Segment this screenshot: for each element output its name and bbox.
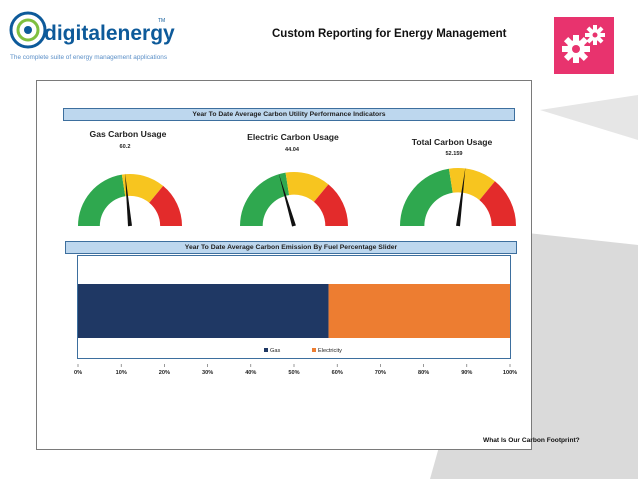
axis-tick-label: 80% bbox=[418, 370, 429, 376]
axis-tick-label: 30% bbox=[202, 370, 213, 376]
kpi-section-title: Year To Date Average Carbon Utility Perf… bbox=[63, 108, 515, 121]
slider-section-title: Year To Date Average Carbon Emission By … bbox=[65, 241, 517, 254]
gauge-needle bbox=[278, 173, 296, 227]
bar-segment-gas bbox=[78, 284, 329, 338]
gauge-band-yellow bbox=[448, 168, 495, 201]
gauge-band-red bbox=[479, 181, 516, 226]
legend-label-gas: Gas bbox=[270, 348, 280, 354]
axis-tick-label: 70% bbox=[375, 370, 386, 376]
gauge-band-green bbox=[78, 174, 126, 226]
axis-tick-label: 20% bbox=[159, 370, 170, 376]
logo-mark-icon: digitalenergy TM bbox=[9, 11, 175, 49]
gauge-band-yellow bbox=[285, 172, 329, 202]
axis-tick-label: 40% bbox=[245, 370, 256, 376]
gauge-band-red bbox=[149, 185, 182, 226]
legend-label-electricity: Electricity bbox=[318, 348, 342, 354]
gauge-gas bbox=[78, 173, 182, 227]
axis-tick-label: 100% bbox=[503, 370, 517, 376]
gauge-title-total: Total Carbon Usage bbox=[411, 137, 493, 147]
logo-wordmark: digitalenergy bbox=[44, 22, 175, 45]
gauge-needle bbox=[456, 167, 466, 227]
page-title: Custom Reporting for Energy Management bbox=[272, 28, 507, 40]
logo-tagline: The complete suite of energy management … bbox=[10, 54, 168, 61]
svg-text:TM: TM bbox=[158, 18, 165, 24]
gauge-electric bbox=[240, 172, 348, 227]
fuel-percentage-slider: Gas Electricity bbox=[77, 255, 511, 359]
bar-segment-electricity bbox=[328, 284, 510, 338]
report-panel: Year To Date Average Carbon Utility Perf… bbox=[36, 80, 580, 450]
gauge-band-red bbox=[313, 184, 348, 226]
axis-tick-label: 60% bbox=[332, 370, 343, 376]
carbon-footprint-label: What Is Our Carbon Footprint? bbox=[483, 437, 580, 444]
gauge-title-electric: Electric Carbon Usage bbox=[247, 132, 339, 142]
gauge-band-green bbox=[400, 168, 453, 226]
gauge-title-gas: Gas Carbon Usage bbox=[89, 129, 167, 139]
gears-icon bbox=[562, 25, 605, 63]
axis-tick-label: 90% bbox=[461, 370, 472, 376]
gauge-needle bbox=[125, 173, 132, 227]
digital-energy-logo: digitalenergy TM The complete suite of e… bbox=[8, 8, 208, 68]
axis-tick-label: 10% bbox=[116, 370, 127, 376]
legend-swatch-electricity bbox=[312, 348, 316, 352]
gauge-total bbox=[400, 167, 516, 227]
gauge-band-green bbox=[240, 172, 290, 226]
fuel-bar-chart: Gas Electricity bbox=[78, 284, 510, 354]
gauge-value-electric: 44.04 bbox=[285, 147, 299, 153]
axis-tick-label: 50% bbox=[288, 370, 299, 376]
gears-tile bbox=[554, 17, 614, 74]
axis-tick-label: 0% bbox=[74, 370, 82, 376]
gauge-value-total: 52.159 bbox=[445, 151, 463, 157]
percentage-axis: 0% 10% 20% 30% 40% 50% 60% 70% 80% 90% 100% bbox=[74, 364, 517, 376]
legend-swatch-gas bbox=[264, 348, 268, 352]
gauge-band-yellow bbox=[121, 174, 164, 203]
gauge-value-gas: 60.2 bbox=[119, 144, 131, 150]
